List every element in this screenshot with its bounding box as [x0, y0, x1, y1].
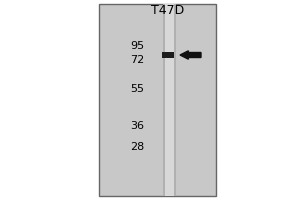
Text: 72: 72	[130, 55, 144, 65]
Text: T47D: T47D	[152, 3, 184, 17]
Bar	[164, 4, 175, 196]
Bar	[162, 52, 174, 58]
Bar	[174, 4, 176, 196]
Text: 95: 95	[130, 41, 144, 51]
Bar	[164, 4, 165, 196]
Text: 28: 28	[130, 142, 144, 152]
Bar	[99, 4, 216, 196]
FancyArrow shape	[180, 51, 201, 59]
Text: 55: 55	[130, 84, 144, 94]
Text: 36: 36	[130, 121, 144, 131]
